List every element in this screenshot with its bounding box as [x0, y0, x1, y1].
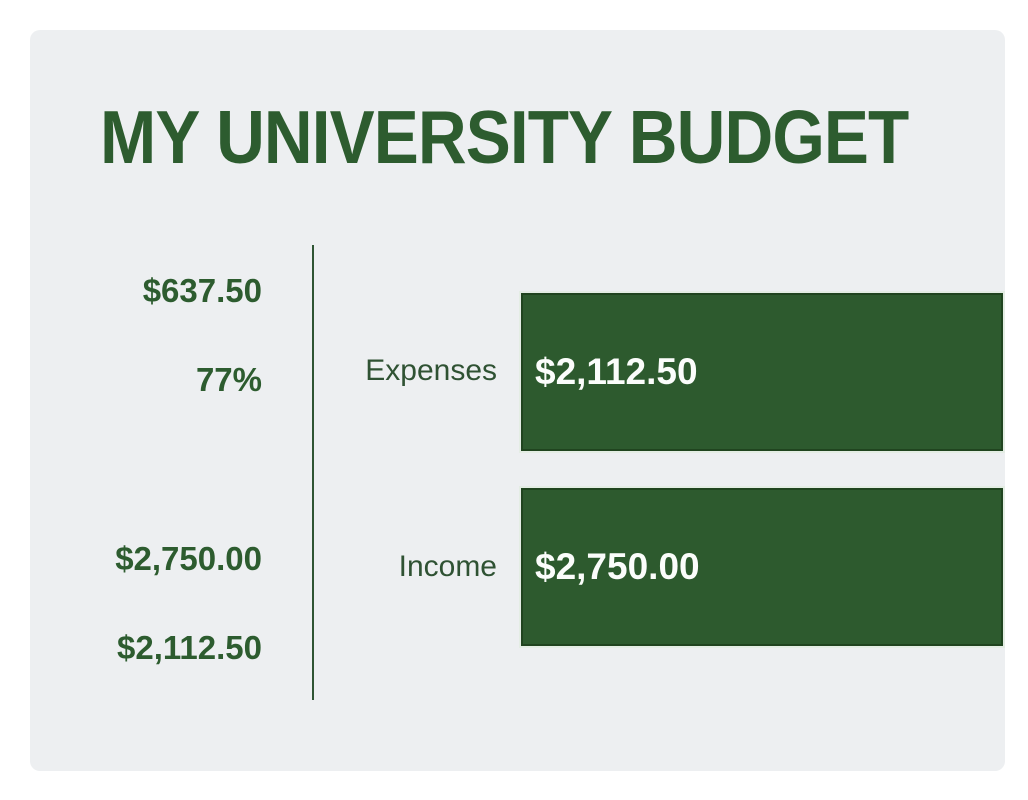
expenses-bar: $2,112.50	[521, 293, 1003, 451]
stat-expenses-amount: $2,112.50	[117, 629, 262, 666]
stat-remaining-amount: $637.50	[142, 272, 262, 309]
income-bar: $2,750.00	[521, 488, 1003, 646]
vertical-divider	[312, 245, 314, 700]
bar-label-expenses: Expenses	[365, 354, 497, 387]
income-bar-value: $2,750.00	[535, 546, 700, 587]
stat-income-amount: $2,750.00	[115, 540, 262, 577]
bar-label-income: Income	[398, 550, 497, 583]
stat-percent-spent: 77%	[195, 361, 262, 398]
page-title: MY UNIVERSITY BUDGET	[100, 95, 909, 179]
expenses-bar-value: $2,112.50	[535, 351, 698, 392]
